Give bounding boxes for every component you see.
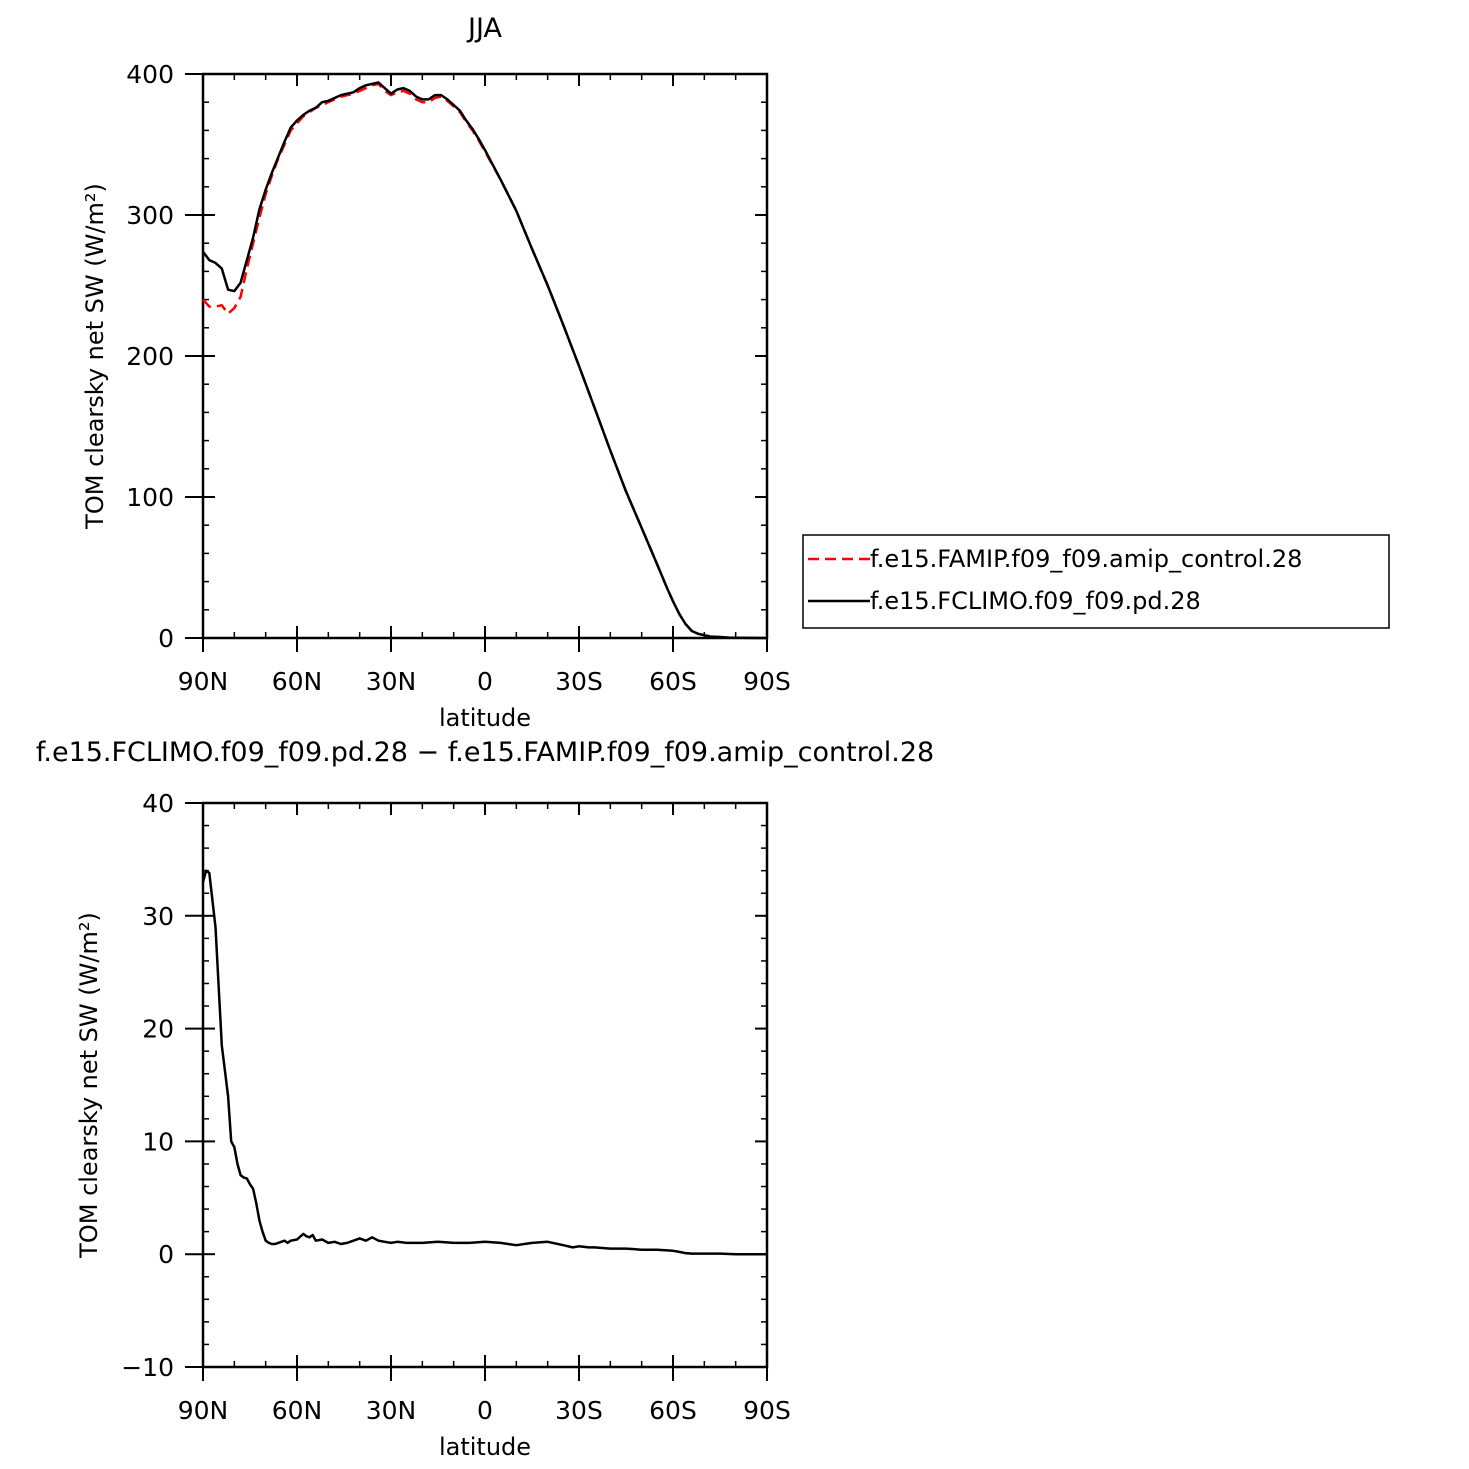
top-ticks: 90N 60N 30N 0 30S 60S 90S 0 100 200 300 400 (126, 60, 791, 696)
legend-label-fclimo: f.e15.FCLIMO.f09_f09.pd.28 (870, 587, 1201, 615)
series-line-0 (202, 82, 767, 640)
x-tick-label: 60N (272, 667, 323, 696)
top-series-group (201, 81, 767, 640)
y-tick-label: 30 (142, 902, 174, 931)
bottom-panel: f.e15.FCLIMO.f09_f09.pd.28 − f.e15.FAMIP… (36, 737, 934, 1461)
x-tick-label: 90S (743, 667, 791, 696)
x-tick-label: 60S (649, 1396, 697, 1425)
series-line-1 (201, 81, 767, 640)
top-y-axis-label: TOM clearsky net SW (W/m²) (81, 183, 109, 530)
bottom-ticks: 90N 60N 30N 0 30S 60S 90S −10 0 10 20 30 40 (121, 789, 791, 1425)
x-tick-label: 60N (272, 1396, 323, 1425)
y-tick-label: 0 (158, 624, 174, 653)
bottom-chart-title: f.e15.FCLIMO.f09_f09.pd.28 − f.e15.FAMIP… (36, 737, 934, 768)
legend: f.e15.FAMIP.f09_f09.amip_control.28 f.e1… (802, 534, 1390, 629)
x-tick-label: 90N (178, 667, 229, 696)
y-tick-label: 100 (126, 483, 174, 512)
y-tick-label: 20 (142, 1015, 174, 1044)
x-tick-label: 30S (555, 667, 603, 696)
top-chart-title: JJA (466, 13, 502, 44)
bottom-plot-frame (201, 801, 769, 1369)
y-tick-label: 200 (126, 342, 174, 371)
y-tick-label: 300 (126, 201, 174, 230)
x-tick-label: 90S (743, 1396, 791, 1425)
x-tick-label: 90N (178, 1396, 229, 1425)
legend-label-famip: f.e15.FAMIP.f09_f09.amip_control.28 (870, 545, 1302, 573)
y-tick-label: 0 (158, 1240, 174, 1269)
x-tick-label: 30N (366, 667, 417, 696)
y-tick-label: 400 (126, 60, 174, 89)
bottom-x-axis-label: latitude (439, 1433, 531, 1461)
x-tick-label: 60S (649, 667, 697, 696)
y-tick-label: 40 (142, 789, 174, 818)
y-tick-label: 10 (142, 1127, 174, 1156)
x-tick-label: 0 (477, 1396, 493, 1425)
x-tick-label: 30N (366, 1396, 417, 1425)
top-panel: JJA 90N 60N 30N 0 30S 60S 90S 0 100 200 300 400 lat… (81, 13, 791, 732)
bottom-series-group (201, 869, 767, 1256)
series-line-0 (201, 869, 767, 1256)
bottom-y-axis-label: TOM clearsky net SW (W/m²) (75, 912, 103, 1259)
legend-box (802, 534, 1390, 629)
top-x-axis-label: latitude (439, 704, 531, 732)
x-tick-label: 0 (477, 667, 493, 696)
y-tick-label: −10 (121, 1353, 174, 1382)
x-tick-label: 30S (555, 1396, 603, 1425)
top-plot-frame (201, 72, 769, 640)
